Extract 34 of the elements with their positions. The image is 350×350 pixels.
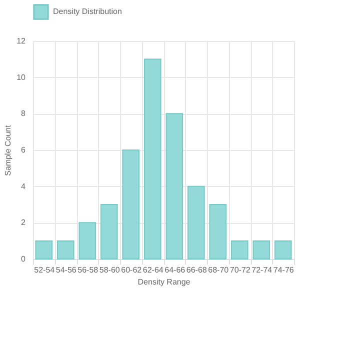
bar (56, 240, 74, 260)
x-tick-label: 60-62 (121, 266, 142, 274)
legend-label: Density Distribution (53, 7, 122, 16)
bar (252, 240, 270, 260)
bar (166, 113, 184, 260)
x-tick-label: 72-74 (252, 266, 273, 274)
x-tick-label: 66-68 (186, 266, 208, 274)
bar (144, 58, 162, 260)
bar (187, 186, 205, 260)
bar (78, 222, 96, 260)
y-tick-label: 2 (21, 218, 26, 228)
x-axis-title: Density Range (138, 278, 191, 286)
bar (35, 240, 53, 260)
y-tick-label: 12 (16, 36, 26, 46)
x-tick-label: 64-66 (164, 266, 186, 274)
y-axis-title: Sample Count (4, 124, 13, 176)
x-tick-label: 58-60 (99, 266, 120, 274)
bar (100, 204, 118, 260)
y-tick-label: 8 (21, 109, 26, 118)
y-tick-label: 10 (16, 72, 26, 82)
x-tick-label: 70-72 (230, 266, 251, 274)
y-tick-label: 4 (21, 182, 26, 191)
x-tick-label: 56-58 (78, 266, 99, 274)
x-tick-label: 62-64 (142, 266, 164, 274)
x-tick-label: 52-54 (34, 266, 56, 274)
bar (230, 240, 248, 260)
x-tick-label: 68-70 (208, 266, 230, 274)
bar (122, 150, 140, 260)
x-tick-label: 54-56 (56, 266, 77, 274)
x-tick-label: 74-76 (273, 266, 294, 274)
y-tick-label: 6 (21, 146, 26, 154)
y-tick-label: 0 (21, 254, 26, 264)
bar (274, 240, 292, 260)
bar (209, 204, 227, 260)
